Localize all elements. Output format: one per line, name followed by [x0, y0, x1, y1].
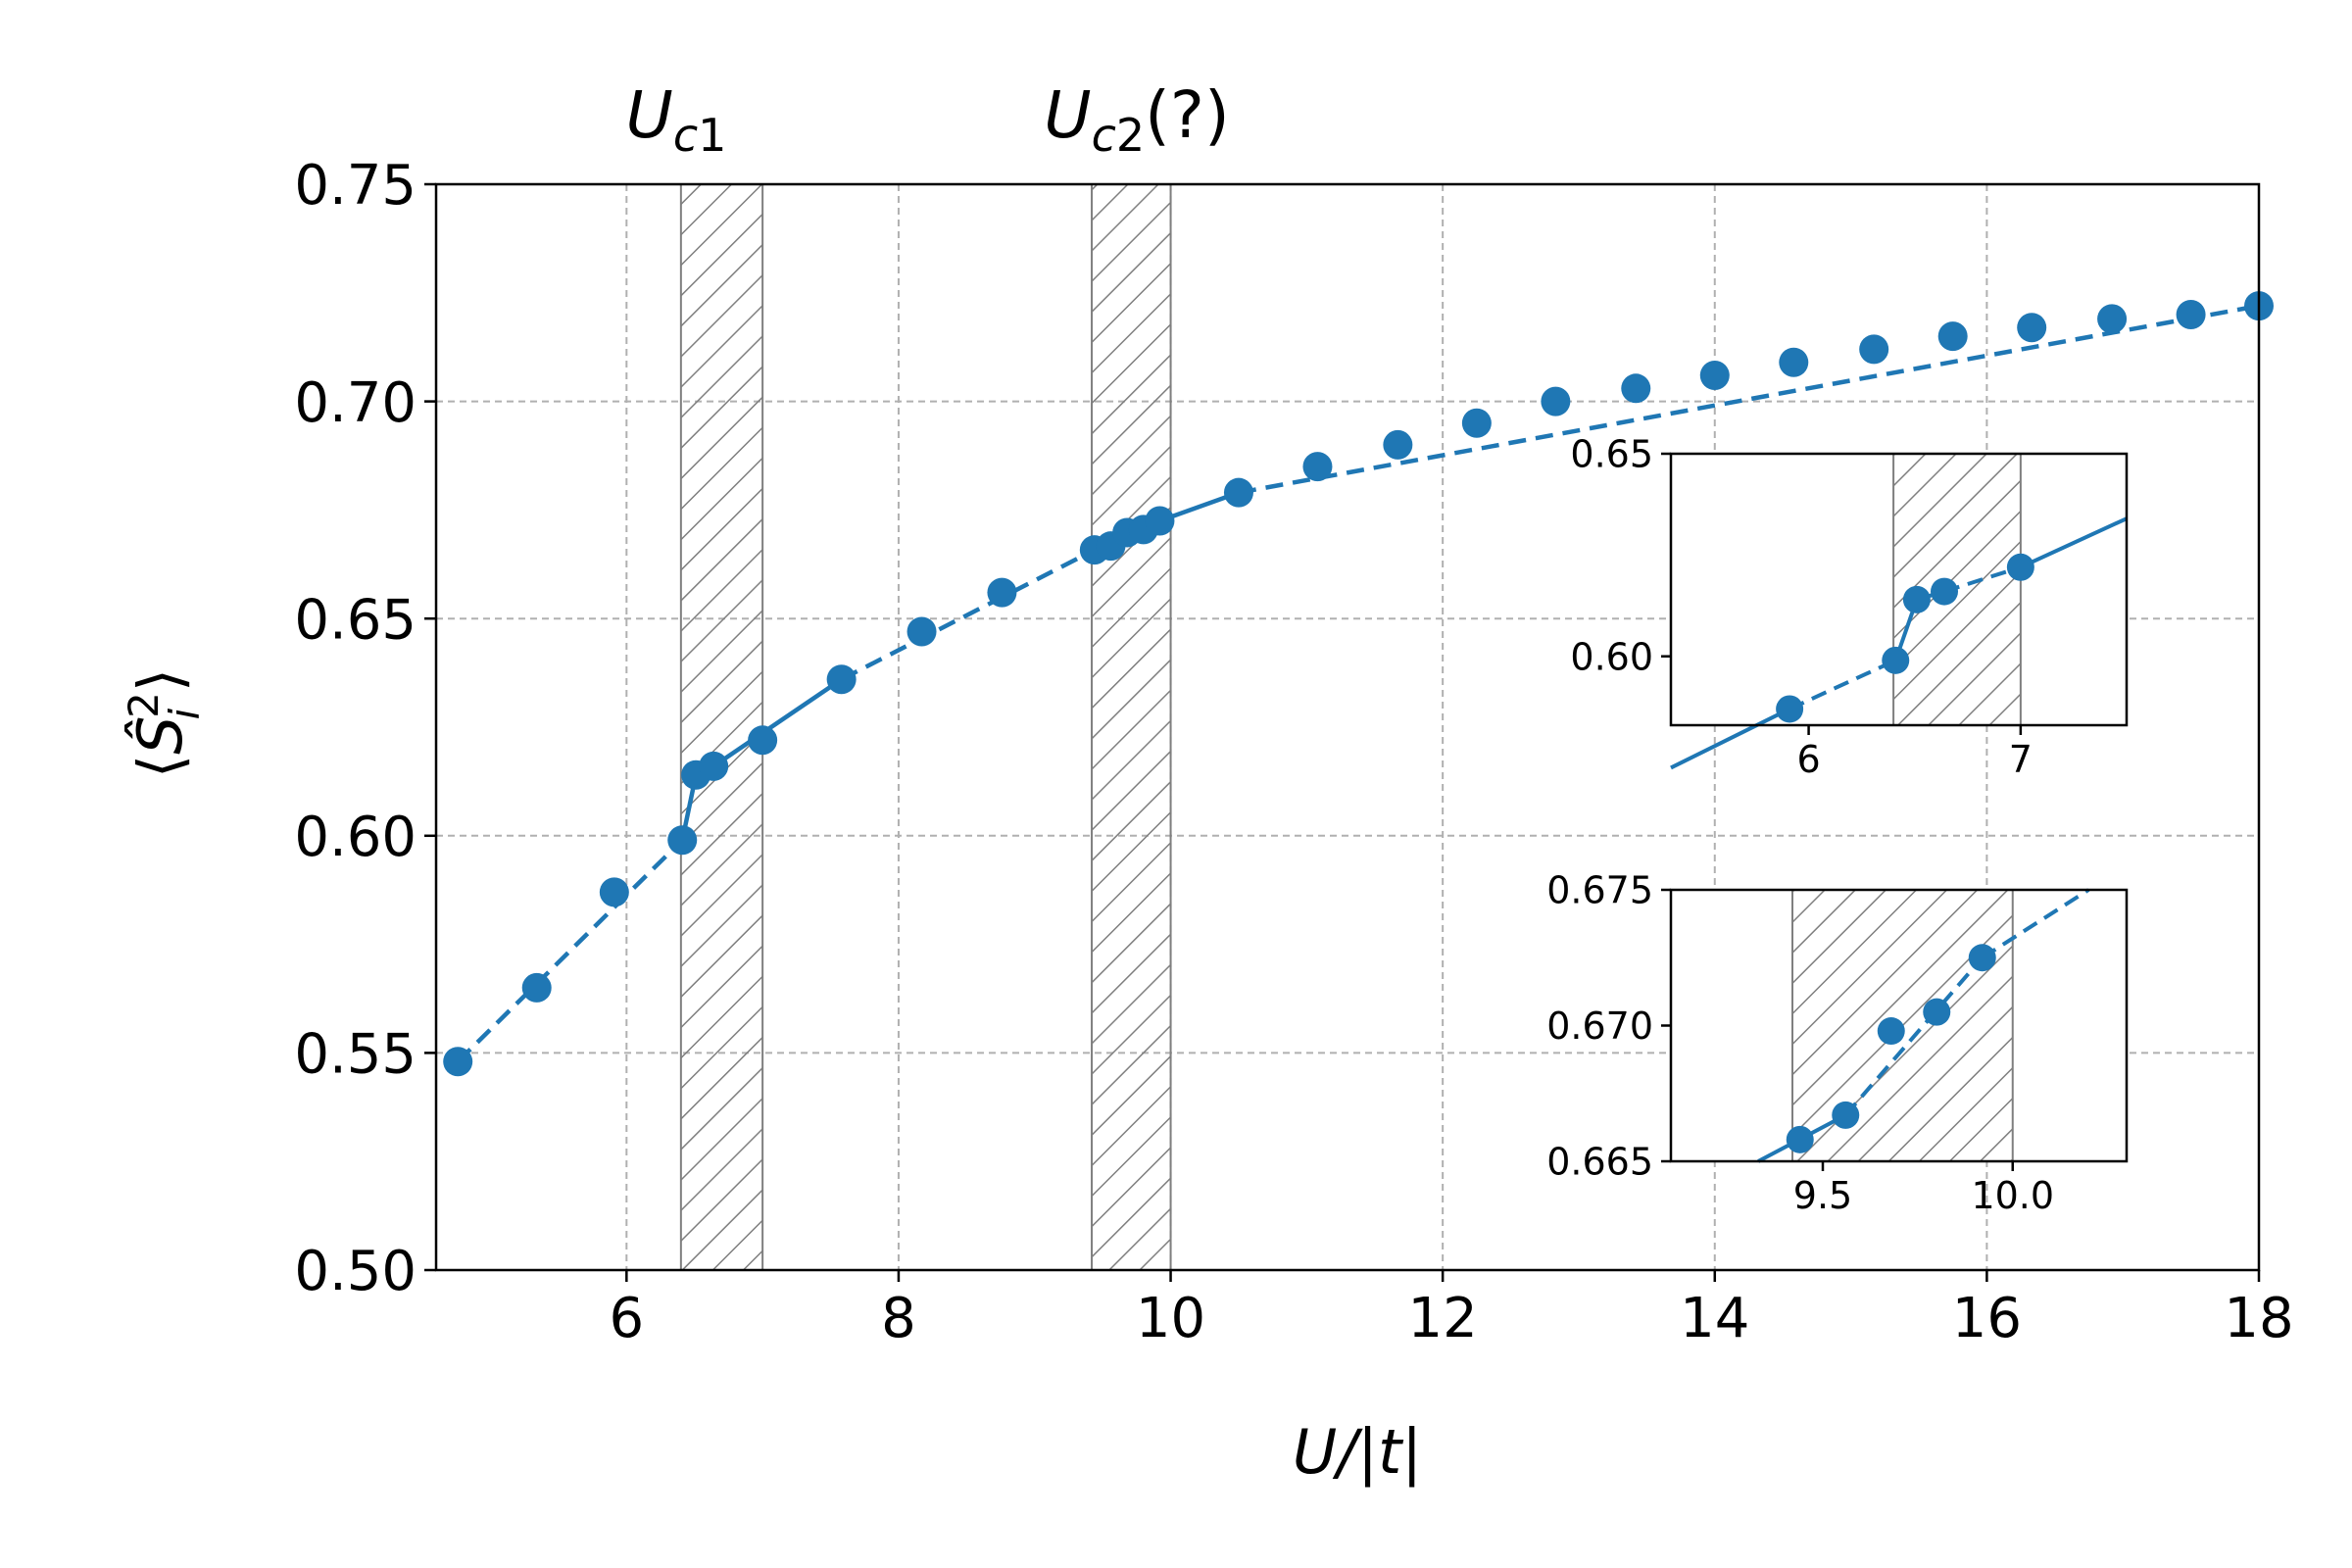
data-point-2 [599, 877, 629, 907]
inset-top-frame [1669, 452, 2129, 727]
y-tick-label-2: 0.60 [294, 806, 416, 869]
inset-top-series-points [1776, 553, 2034, 723]
data-point-6 [748, 725, 778, 756]
svg-text:⟨Ŝi2⟩: ⟨Ŝi2⟩ [120, 668, 209, 778]
data-point-0 [1776, 695, 1804, 723]
data-point-16 [1302, 452, 1333, 482]
x-tick-label-1: 10.0 [1971, 1174, 2054, 1217]
x-tick-label-2: 10 [1136, 1287, 1205, 1350]
line-segment-4 [840, 548, 1096, 682]
x-tick-label-6: 18 [2224, 1287, 2293, 1350]
line-segment-1 [1843, 956, 1984, 1117]
y-tick-label-3: 0.65 [294, 588, 416, 652]
data-point-9 [987, 577, 1017, 608]
critical-point-annotations: Uc1 Uc2(?) [626, 77, 1230, 162]
data-point-7 [826, 664, 857, 695]
data-point-18 [1461, 408, 1492, 438]
line-segment-2 [1981, 888, 2090, 959]
data-point-2 [1902, 585, 1931, 613]
data-point-3 [667, 825, 698, 856]
main-axes-frame [434, 182, 2261, 1272]
data-point-14 [1145, 506, 1175, 536]
data-point-22 [1779, 347, 1809, 377]
y-axis-label: ⟨Ŝi2⟩ [120, 668, 209, 778]
data-point-2 [1877, 1017, 1905, 1046]
line-segment-3 [711, 677, 843, 768]
y-tick-label-2: 0.675 [1546, 869, 1653, 912]
x-tick-label-1: 7 [2009, 738, 2033, 781]
line-segment-0 [1670, 707, 1791, 770]
data-point-3 [1923, 998, 1951, 1026]
data-point-0 [1786, 1125, 1814, 1153]
main-series-points [443, 291, 2274, 1077]
data-point-5 [699, 751, 729, 781]
line-segment-1 [1788, 659, 1897, 711]
x-tick-label-5: 16 [1952, 1287, 2022, 1350]
x-tick-label-0: 9.5 [1793, 1174, 1852, 1217]
x-tick-label-0: 6 [1796, 738, 1820, 781]
data-point-19 [1541, 386, 1571, 416]
data-point-24 [1937, 321, 1968, 352]
data-point-8 [906, 616, 937, 647]
data-point-27 [2176, 299, 2206, 329]
y-tick-label-1: 0.55 [294, 1023, 416, 1087]
main-y-ticks: 0.50 0.55 0.60 0.65 0.70 0.75 [294, 154, 436, 1303]
data-point-1 [1882, 646, 1910, 674]
line-segment-8 [1238, 303, 2260, 495]
inset-bottom: 9.5 10.0 0.665 0.670 0.675 [1546, 869, 2129, 1217]
inset-bottom-x-ticks: 9.5 10.0 [1793, 1161, 2054, 1217]
data-point-1 [1832, 1101, 1860, 1129]
data-point-4 [2006, 553, 2034, 581]
data-point-4 [1968, 944, 1996, 972]
inset-top-y-ticks: 0.60 0.65 [1570, 433, 1671, 678]
line-segment-0 [456, 838, 684, 1063]
y-tick-label-5: 0.75 [294, 154, 416, 218]
line-segment-5 [2020, 516, 2128, 569]
data-point-17 [1383, 429, 1413, 460]
x-axis-label: U/|t| [1293, 1416, 1422, 1489]
main-hatched-regions [679, 183, 1172, 1271]
hatched-region-1 [1091, 183, 1172, 1271]
x-tick-label-1: 8 [881, 1287, 916, 1350]
x-tick-label-3: 12 [1408, 1287, 1478, 1350]
y-tick-label-1: 0.670 [1546, 1004, 1653, 1048]
main-x-ticks: 6 8 10 12 14 16 18 [610, 1270, 2294, 1350]
data-point-26 [2097, 304, 2128, 334]
y-tick-label-1: 0.65 [1570, 433, 1653, 476]
y-tick-label-0: 0.60 [1570, 635, 1653, 678]
data-point-25 [2017, 313, 2047, 343]
x-tick-label-0: 6 [610, 1287, 645, 1350]
inset-bottom-y-ticks: 0.665 0.670 0.675 [1546, 869, 1671, 1184]
data-point-21 [1699, 361, 1730, 391]
data-point-1 [521, 972, 552, 1003]
y-tick-label-0: 0.50 [294, 1240, 416, 1303]
uc1-label: Uc1 [626, 77, 727, 162]
y-tick-label-0: 0.665 [1546, 1141, 1653, 1184]
data-point-3 [1931, 577, 1958, 606]
inset-bottom-series-points [1786, 944, 1996, 1153]
hatched-region-0 [679, 183, 764, 1271]
y-tick-label-4: 0.70 [294, 371, 416, 435]
data-point-20 [1621, 373, 1651, 404]
data-point-0 [443, 1047, 473, 1077]
data-point-15 [1223, 477, 1253, 508]
data-point-23 [1859, 334, 1889, 365]
x-tick-label-4: 14 [1680, 1287, 1749, 1350]
uc2-label: Uc2(?) [1044, 77, 1229, 162]
